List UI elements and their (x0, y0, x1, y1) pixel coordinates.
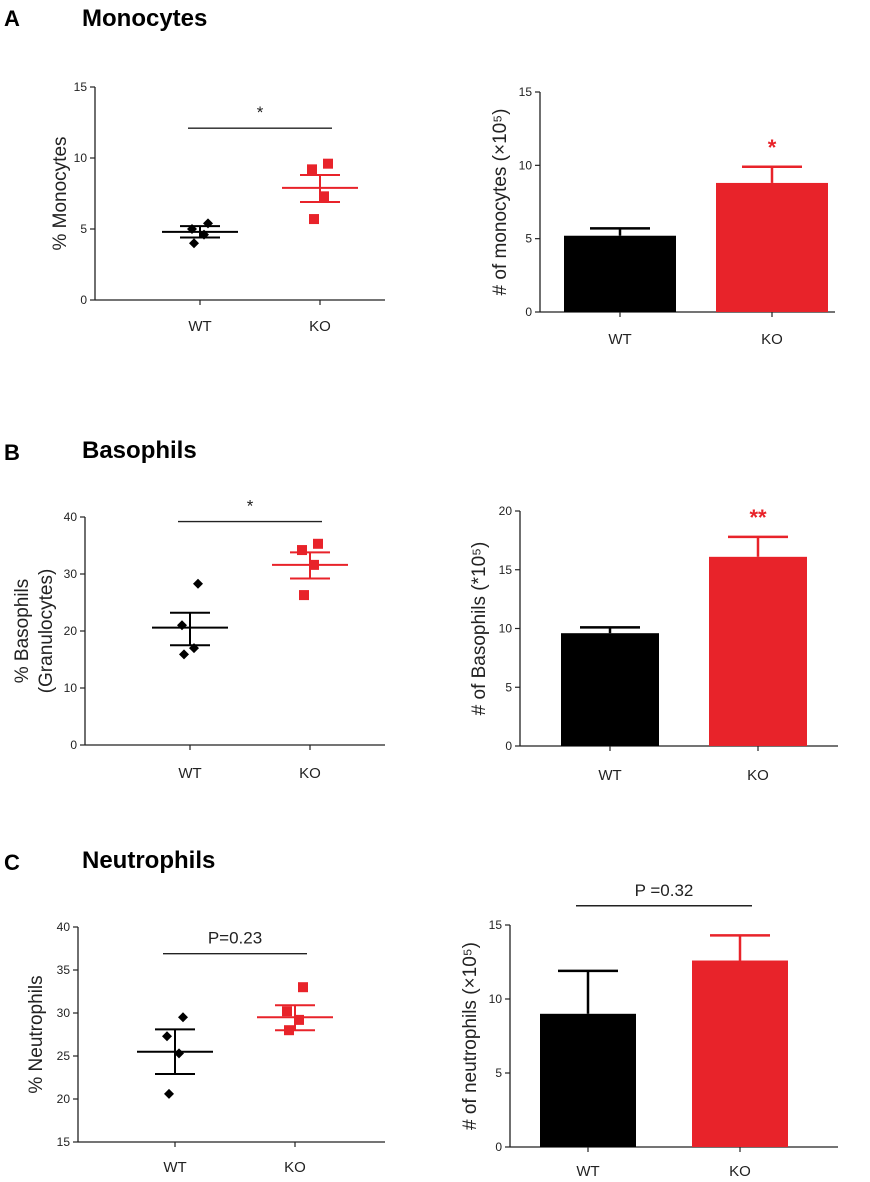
panel-letter-c: C (4, 850, 20, 875)
data-point-wt-c-pct (178, 1012, 188, 1023)
data-point-wt-a-pct (187, 224, 197, 234)
bar-ko-c-count (692, 960, 788, 1147)
x-category-label-wt-c-pct: WT (163, 1159, 186, 1176)
data-point-ko-b-pct (309, 559, 319, 570)
x-category-label-ko-b-count: KO (747, 767, 769, 784)
y-tick-label-b-pct: 20 (64, 624, 78, 638)
data-point-ko-a-pct (309, 214, 319, 225)
y-tick-label-c-pct: 35 (57, 963, 71, 977)
data-point-wt-b-pct (193, 578, 203, 589)
y-tick-label-b-count: 10 (499, 622, 513, 636)
data-point-wt-b-pct (177, 620, 187, 631)
significance-marker-a-count: * (768, 135, 777, 160)
y-tick-label-c-pct: 15 (57, 1135, 71, 1149)
panel-letter-b: B (4, 440, 20, 465)
y-tick-label-a-count: 0 (525, 305, 532, 319)
data-point-wt-c-pct (164, 1088, 174, 1099)
x-category-label-ko-c-pct: KO (284, 1159, 306, 1176)
y-tick-label-a-count: 5 (525, 232, 532, 246)
data-point-ko-b-pct (297, 545, 307, 556)
y-axis-title-b-pct: % Basophils (12, 579, 33, 684)
data-point-ko-b-pct (299, 590, 309, 601)
y-tick-label-a-pct: 0 (80, 293, 87, 307)
data-point-ko-a-pct (307, 164, 317, 175)
y-tick-label-a-pct: 5 (80, 222, 87, 236)
y-tick-label-b-pct: 10 (64, 681, 78, 695)
data-point-ko-c-pct (298, 982, 308, 993)
data-point-ko-c-pct (282, 1006, 292, 1017)
x-category-label-ko-a-pct: KO (309, 318, 331, 335)
data-point-ko-c-pct (284, 1025, 294, 1036)
bar-ko-a-count (716, 182, 828, 312)
data-point-wt-a-pct (189, 238, 199, 249)
significance-label-a-pct: * (257, 103, 264, 122)
y-tick-label-c-count: 15 (489, 918, 503, 932)
y-axis-title-a-pct: % Monocytes (50, 136, 71, 250)
y-tick-label-b-count: 0 (505, 739, 512, 753)
y-tick-label-c-count: 10 (489, 992, 503, 1006)
y-tick-label-c-count: 0 (495, 1140, 502, 1154)
y-tick-label-a-pct: 15 (74, 80, 88, 94)
significance-label-b-pct: * (247, 497, 254, 516)
y-axis-title-a-count: # of monocytes (×10⁵) (490, 109, 511, 296)
x-category-label-wt-c-count: WT (576, 1163, 599, 1180)
x-category-label-ko-c-count: KO (729, 1163, 751, 1180)
y-tick-label-a-pct: 10 (74, 151, 88, 165)
data-point-ko-c-pct (294, 1014, 304, 1025)
y-tick-label-c-pct: 40 (57, 920, 71, 934)
y-tick-label-c-pct: 20 (57, 1092, 71, 1106)
y-axis-title-c-count: # of neutrophils (×10⁵) (460, 942, 481, 1130)
data-point-ko-b-pct (313, 538, 323, 549)
y-tick-label-c-count: 5 (495, 1066, 502, 1080)
x-category-label-wt-a-count: WT (608, 331, 631, 348)
x-category-label-ko-a-count: KO (761, 331, 783, 348)
y-tick-label-b-count: 20 (499, 504, 513, 518)
data-point-wt-a-pct (199, 229, 209, 240)
data-point-wt-c-pct (162, 1031, 172, 1042)
data-point-ko-a-pct (319, 191, 329, 202)
y-tick-label-b-count: 15 (499, 563, 513, 577)
y-axis-title-2-b-pct: (Granulocytes) (36, 569, 57, 694)
data-point-wt-b-pct (179, 649, 189, 660)
significance-marker-b-count: ** (749, 505, 767, 530)
y-axis-title-b-count: # of Basophils (*10⁵) (469, 542, 490, 716)
x-category-label-wt-b-count: WT (598, 767, 621, 784)
panel-title-neutrophils: Neutrophils (82, 847, 215, 874)
y-tick-label-b-count: 5 (505, 680, 512, 694)
y-tick-label-b-pct: 0 (70, 738, 77, 752)
bar-ko-b-count (709, 556, 807, 746)
bar-wt-b-count (561, 633, 659, 746)
y-tick-label-b-pct: 40 (64, 510, 78, 524)
x-category-label-ko-b-pct: KO (299, 765, 321, 782)
y-axis-title-c-pct: % Neutrophils (26, 975, 47, 1093)
data-point-wt-b-pct (189, 643, 199, 654)
y-tick-label-a-count: 10 (519, 158, 533, 172)
panel-title-monocytes: Monocytes (82, 5, 207, 32)
panel-title-basophils: Basophils (82, 437, 197, 464)
bar-wt-a-count (564, 235, 676, 312)
y-tick-label-c-pct: 25 (57, 1049, 71, 1063)
significance-label-c-count: P =0.32 (635, 881, 694, 900)
panel-letter-a: A (4, 6, 20, 31)
y-tick-label-c-pct: 30 (57, 1006, 71, 1020)
x-category-label-wt-b-pct: WT (178, 765, 201, 782)
y-tick-label-b-pct: 30 (64, 567, 78, 581)
data-point-ko-a-pct (323, 158, 333, 169)
significance-label-c-pct: P=0.23 (208, 929, 262, 948)
y-tick-label-a-count: 15 (519, 85, 533, 99)
data-point-wt-c-pct (174, 1048, 184, 1059)
data-point-wt-a-pct (203, 218, 213, 229)
x-category-label-wt-a-pct: WT (188, 318, 211, 335)
bar-wt-c-count (540, 1013, 636, 1147)
